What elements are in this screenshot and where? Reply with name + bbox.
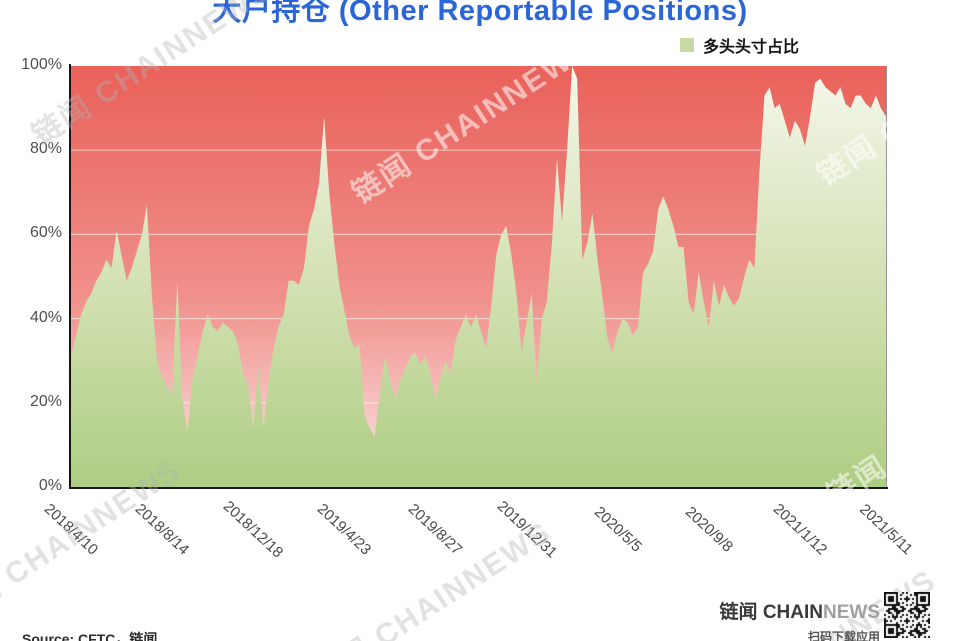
legend-swatch-icon [680,38,694,52]
x-axis-label: 2020/9/8 [681,503,736,556]
brand-block: 链闻 CHAINNEWS 扫码下载应用 [720,597,880,641]
y-axis-label: 80% [29,140,62,158]
y-axis-label: 20% [29,392,62,410]
x-axis-label: 2018/8/14 [131,500,193,559]
x-axis-label: 2019/8/27 [405,500,466,559]
x-axis-label: 2018/4/10 [40,500,102,559]
long-position-area-series [71,66,886,487]
x-axis-label: 2020/5/5 [590,503,645,556]
x-axis-label: 2019/4/23 [314,500,375,559]
legend-label: 多头头寸占比 [703,39,800,56]
area-chart-plot [71,66,886,487]
legend: 多头头寸占比 [680,33,799,57]
y-axis-label: 100% [21,56,62,73]
y-axis-label: 40% [29,308,62,326]
x-axis-label: 2019/12/31 [493,497,560,562]
page-title: 大户持仓 (Other Reportable Positions) [212,0,748,27]
y-axis-line [69,64,71,489]
x-axis-label: 2018/12/18 [219,497,287,562]
qr-caption: 扫码下载应用 [807,630,880,641]
brand-logo-text: 链闻 CHAINNEWS [719,602,880,623]
qr-code [884,592,930,638]
x-axis-label: 2021/5/11 [856,500,916,559]
y-axis-label: 60% [29,224,62,242]
y-axis-label: 0% [38,477,62,494]
plot-right-border [886,66,887,487]
x-axis-line [69,487,888,489]
source-caption: Source: CFTC，链闻 [22,631,158,641]
x-axis-label: 2021/1/12 [769,500,831,559]
